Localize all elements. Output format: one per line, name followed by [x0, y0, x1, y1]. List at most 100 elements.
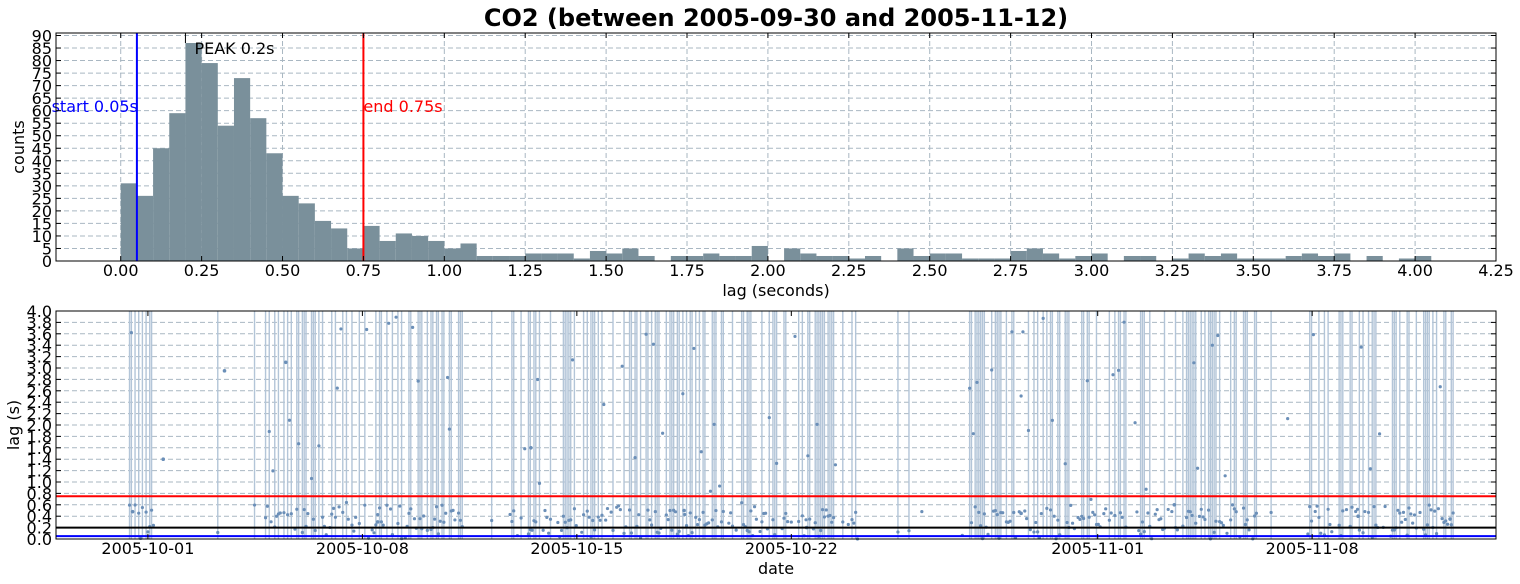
histogram-bar [331, 228, 348, 261]
timeseries-points [127, 315, 1455, 541]
lag-point [712, 422, 716, 426]
lag-point [1194, 521, 1198, 525]
lag-point [982, 512, 986, 516]
histogram-bar [153, 148, 170, 261]
lag-point [144, 510, 148, 514]
histogram-bar [476, 255, 493, 261]
lag-point [161, 457, 166, 462]
lag-point [563, 520, 567, 524]
lag-point [365, 327, 369, 332]
histogram-bar [298, 203, 315, 261]
lag-point [350, 523, 354, 527]
lag-point [990, 368, 994, 372]
lag-point [710, 518, 714, 522]
lag-point [1021, 330, 1025, 334]
lag-point [1401, 510, 1406, 514]
lag-point [1201, 515, 1205, 519]
lag-point [1433, 509, 1437, 513]
lag-point [1377, 432, 1382, 436]
lag-point [1023, 509, 1027, 513]
histogram-y-tick-label: 85 [32, 39, 52, 58]
lag-point [760, 520, 764, 524]
histogram-bar [994, 258, 1011, 261]
lag-point [344, 500, 349, 505]
lag-point [1039, 511, 1043, 516]
lag-point [767, 415, 771, 420]
histogram-bar [1237, 258, 1254, 261]
lag-point [1146, 511, 1150, 515]
lag-point [646, 508, 650, 512]
lag-point [341, 510, 345, 514]
lag-point [556, 520, 560, 525]
lag-point [653, 509, 657, 514]
histogram-bar [897, 248, 914, 261]
lag-point [1429, 508, 1433, 512]
lag-point [673, 510, 678, 514]
lag-point [519, 516, 523, 520]
lag-point [694, 515, 698, 519]
lag-point [453, 518, 457, 522]
histogram-y-tick-label: 75 [32, 64, 52, 83]
timeseries-x-tick-label: 2005-10-22 [745, 539, 838, 558]
lag-point [841, 520, 845, 524]
lag-point [1356, 514, 1360, 518]
lag-point [749, 509, 753, 513]
histogram-y-tick-label: 10 [32, 227, 52, 246]
lag-point [846, 522, 850, 527]
histogram-bar [1398, 258, 1416, 261]
lag-point [1313, 509, 1317, 514]
lag-point [1197, 514, 1202, 518]
lag-point [1190, 513, 1194, 518]
histogram-bar [1010, 250, 1027, 261]
lag-point [1137, 529, 1141, 533]
lag-point [458, 518, 463, 522]
lag-point [800, 514, 804, 518]
lag-point [718, 484, 722, 488]
lag-point [1366, 510, 1371, 515]
lag-point [1036, 530, 1040, 534]
lag-point [1400, 520, 1404, 524]
lag-point [127, 503, 132, 507]
lag-point [354, 515, 358, 519]
lag-point [695, 523, 700, 527]
histogram-bar [864, 255, 882, 261]
lag-point [440, 503, 444, 507]
lag-point [1172, 503, 1177, 507]
histogram-x-tick-label: 0.25 [184, 261, 220, 280]
histogram-bar [800, 253, 817, 261]
histogram-bar [120, 183, 137, 261]
lag-point [333, 515, 338, 519]
lag-point [971, 432, 975, 436]
histogram-bar [557, 253, 574, 261]
lag-point [668, 508, 672, 513]
lag-point [523, 447, 527, 451]
timeseries-y-tick-label: 3.0 [27, 359, 52, 378]
timeseries-x-tick-label: 2005-10-08 [316, 539, 409, 558]
lag-point [754, 517, 758, 521]
lag-point [1221, 523, 1225, 527]
histogram-x-tick-label: 1.25 [507, 261, 543, 280]
lag-point [1306, 532, 1310, 536]
histogram-y-tick-label: 15 [32, 214, 52, 233]
histogram-bar [444, 248, 461, 261]
lag-point [1344, 507, 1349, 512]
lag-point [1135, 510, 1139, 514]
lag-point [1113, 513, 1117, 518]
histogram-bar [816, 255, 833, 261]
timeseries-y-tick-label: 4.0 [27, 302, 52, 321]
lag-point [283, 360, 288, 365]
timeseries-y-tick-label: 0.4 [27, 507, 52, 526]
lag-point [830, 520, 834, 524]
lag-point [412, 517, 417, 521]
lag-point [379, 520, 383, 524]
histogram-y-tick-label: 70 [32, 77, 52, 96]
lag-point [1245, 518, 1249, 522]
lag-point [1109, 511, 1113, 515]
lag-point [1102, 512, 1106, 516]
lag-point [357, 521, 361, 526]
lag-point [657, 531, 661, 535]
histogram-y-tick-label: 25 [32, 189, 52, 208]
lag-point [409, 507, 413, 511]
lag-point [697, 517, 702, 522]
histogram-bar [751, 245, 768, 261]
